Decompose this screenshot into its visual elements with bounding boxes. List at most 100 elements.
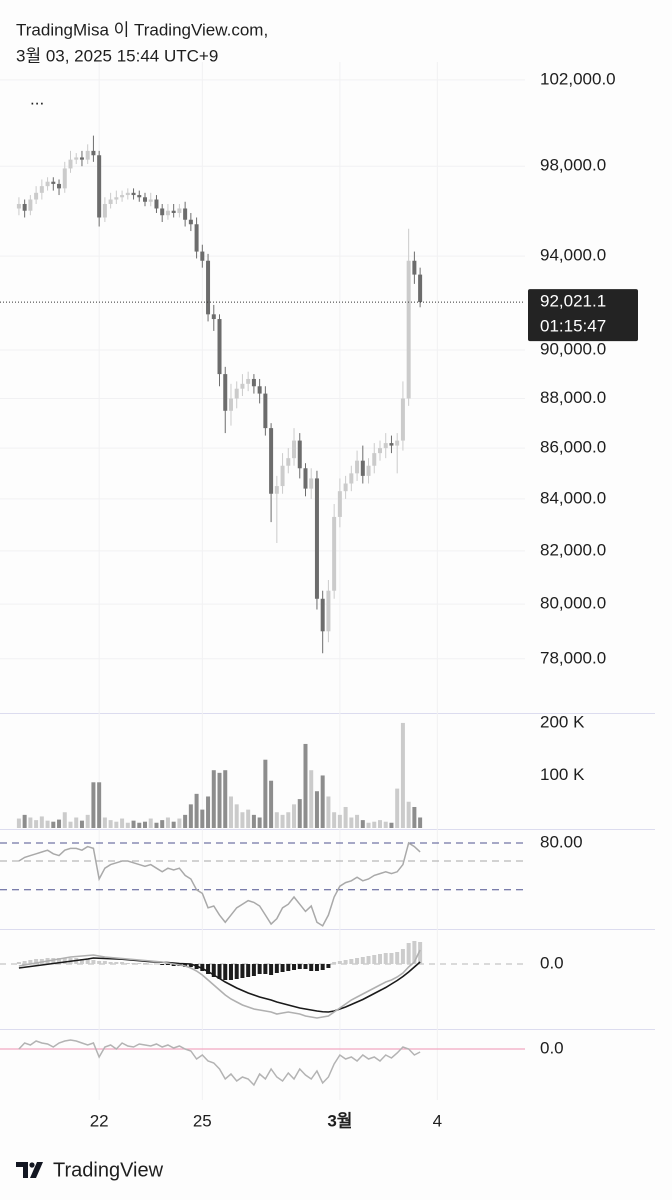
volume-bar bbox=[326, 796, 331, 828]
volume-bar bbox=[366, 822, 371, 828]
volume-bar bbox=[177, 818, 182, 828]
candle-body bbox=[406, 260, 411, 399]
histogram-bar bbox=[320, 964, 325, 970]
volume-bar bbox=[395, 788, 400, 828]
separators bbox=[0, 713, 655, 1030]
volume-bar bbox=[51, 821, 56, 828]
candle-body bbox=[68, 159, 73, 169]
histogram-bar bbox=[57, 958, 62, 964]
candle-body bbox=[194, 224, 199, 252]
last-price-box: 92,021.1 01:15:47 bbox=[528, 289, 638, 342]
histogram-bar bbox=[206, 964, 211, 974]
candle-body bbox=[85, 150, 90, 160]
volume-bar bbox=[263, 759, 268, 828]
logo-text: TradingView bbox=[53, 1159, 164, 1181]
candle-body bbox=[292, 440, 297, 459]
candle-body bbox=[16, 203, 21, 209]
volume-bar bbox=[389, 822, 394, 828]
volume-bar bbox=[320, 775, 325, 828]
macd-line bbox=[18, 957, 421, 1013]
candle-body bbox=[257, 386, 262, 394]
volume-bar bbox=[269, 780, 274, 828]
histogram-bar bbox=[395, 952, 400, 964]
volume-bar bbox=[97, 782, 102, 828]
macd-line bbox=[18, 949, 421, 1019]
histogram-bar bbox=[326, 964, 331, 968]
candle-body bbox=[183, 208, 188, 220]
histogram-bar bbox=[16, 962, 21, 964]
candle-body bbox=[314, 478, 319, 599]
histogram-bar bbox=[366, 956, 371, 964]
volume-bar bbox=[188, 804, 193, 828]
candle-body bbox=[303, 468, 308, 489]
volume-bar bbox=[91, 782, 96, 828]
candle-body bbox=[217, 319, 222, 375]
candle-body bbox=[143, 197, 148, 202]
histogram-bar bbox=[355, 958, 360, 964]
volume-bar bbox=[194, 793, 199, 828]
histogram-bar bbox=[154, 964, 159, 965]
candle-body bbox=[165, 210, 170, 216]
candle-body bbox=[326, 590, 331, 632]
histogram-bar bbox=[34, 959, 39, 964]
volume-bar bbox=[412, 806, 417, 828]
histogram-bar bbox=[280, 964, 285, 972]
volume-bar bbox=[211, 770, 216, 828]
candle-body bbox=[332, 516, 337, 591]
candle-body bbox=[383, 443, 388, 449]
y-tick-label: 80.00 bbox=[540, 832, 583, 851]
candle-body bbox=[154, 199, 159, 209]
candle-body bbox=[234, 388, 239, 399]
logo[interactable]: TradingView bbox=[16, 1159, 164, 1181]
candle-body bbox=[200, 251, 205, 261]
volume-bar bbox=[332, 812, 337, 828]
candle-body bbox=[366, 465, 371, 476]
y-tick-label: 100 K bbox=[540, 765, 585, 784]
candle-body bbox=[120, 195, 125, 198]
histogram-bar bbox=[309, 964, 314, 971]
y-tick-label: 84,000.0 bbox=[540, 488, 606, 507]
y-tick-label: 80,000.0 bbox=[540, 594, 606, 613]
candle-body bbox=[240, 383, 245, 389]
volume-bar bbox=[251, 814, 256, 828]
histogram-bar bbox=[188, 964, 193, 967]
histogram-bar bbox=[292, 964, 297, 970]
volume-bar bbox=[85, 814, 90, 828]
x-tick-label: 4 bbox=[433, 1111, 442, 1130]
volume-bar bbox=[74, 817, 79, 828]
volume-bar bbox=[120, 818, 125, 828]
y-tick-label: 88,000.0 bbox=[540, 388, 606, 407]
histogram-bar bbox=[200, 964, 205, 971]
x-tick-label: 25 bbox=[193, 1111, 212, 1130]
candle-body bbox=[74, 157, 79, 160]
volume-bar bbox=[131, 820, 136, 828]
volume-bar bbox=[200, 809, 205, 828]
histogram-bar bbox=[143, 963, 148, 964]
volume-bar bbox=[337, 814, 342, 828]
histogram-bar bbox=[211, 964, 216, 977]
histogram-bar bbox=[102, 961, 107, 964]
candle-body bbox=[206, 260, 211, 315]
menu[interactable]: ... bbox=[30, 89, 44, 108]
volume-bar bbox=[372, 821, 377, 828]
histogram-bar bbox=[79, 959, 84, 964]
volume-bar bbox=[406, 801, 411, 828]
histogram-bar bbox=[148, 964, 153, 965]
candle-body bbox=[62, 168, 67, 189]
volume-bar bbox=[154, 822, 159, 828]
countdown-label: 01:15:47 bbox=[540, 317, 606, 336]
volume-bar bbox=[314, 791, 319, 828]
volume-bar bbox=[137, 822, 142, 828]
y-tick-label: 0.0 bbox=[540, 953, 564, 972]
histogram-bar bbox=[125, 963, 130, 964]
histogram-bar bbox=[274, 964, 279, 973]
volume-bar bbox=[292, 804, 297, 828]
candle-body bbox=[389, 443, 394, 446]
volume-bar bbox=[165, 817, 170, 828]
y-tick-label: 98,000.0 bbox=[540, 156, 606, 175]
volume-bar bbox=[125, 822, 130, 828]
histogram-bar bbox=[108, 962, 113, 964]
volume-bar bbox=[68, 821, 73, 828]
